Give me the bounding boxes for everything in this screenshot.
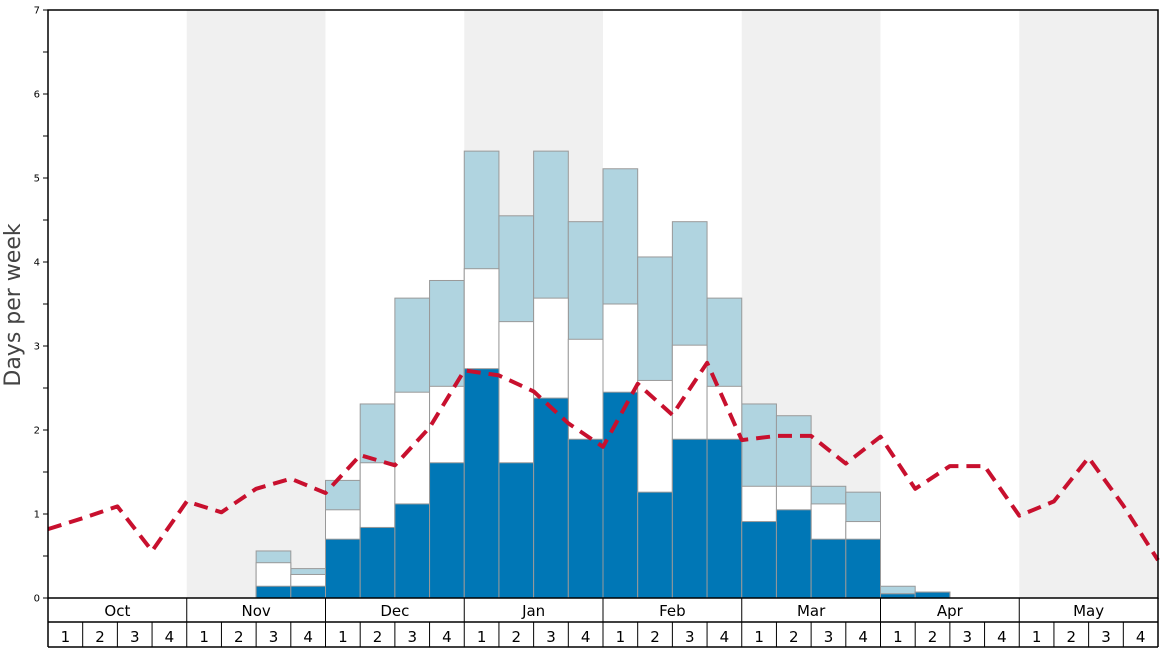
week-label: 1: [1032, 628, 1042, 646]
week-label: 3: [130, 628, 140, 646]
week-label: 4: [858, 628, 868, 646]
month-label: Oct: [104, 602, 130, 620]
week-label: 4: [442, 628, 452, 646]
bar-dark: [810, 538, 847, 599]
week-label: 1: [754, 628, 764, 646]
y-tick-label: 5: [34, 174, 40, 185]
week-label: 2: [512, 628, 522, 646]
week-label: 4: [581, 628, 591, 646]
week-label: 1: [338, 628, 348, 646]
week-label: 2: [1067, 628, 1077, 646]
y-tick-label: 3: [34, 342, 40, 353]
y-tick-label: 1: [34, 510, 40, 521]
y-tick-label: 4: [34, 258, 40, 269]
week-label: 3: [824, 628, 834, 646]
bar-dark: [394, 503, 431, 599]
week-label: 1: [477, 628, 487, 646]
bar-dark: [498, 462, 535, 599]
week-label: 1: [61, 628, 71, 646]
week-label: 3: [685, 628, 695, 646]
bar-dark: [775, 509, 812, 599]
month-label: May: [1073, 602, 1104, 620]
month-band: [1019, 10, 1158, 598]
y-axis-label: Days per week: [1, 223, 26, 386]
bar-dark: [602, 391, 639, 599]
month-label: Nov: [241, 602, 270, 620]
week-label: 4: [720, 628, 730, 646]
month-band: [186, 10, 326, 598]
week-label: 3: [1101, 628, 1111, 646]
bar-dark: [845, 538, 881, 599]
week-label: 2: [928, 628, 938, 646]
week-label: 2: [95, 628, 105, 646]
bar-dark: [914, 591, 951, 599]
bar-dark: [706, 438, 743, 599]
bar-dark: [533, 397, 569, 599]
week-label: 4: [165, 628, 175, 646]
month-label: Mar: [797, 602, 826, 620]
month-label: Jan: [521, 602, 545, 620]
week-label: 4: [303, 628, 313, 646]
dashed-series-line: [47, 360, 1160, 562]
week-label: 1: [616, 628, 626, 646]
week-label: 2: [789, 628, 799, 646]
y-tick-label: 0: [34, 594, 40, 605]
month-label: Feb: [659, 602, 686, 620]
week-label: 2: [650, 628, 660, 646]
bars: [255, 150, 951, 599]
bar-dark: [567, 438, 604, 599]
week-label: 2: [234, 628, 244, 646]
y-tick-label: 7: [34, 6, 40, 17]
bar-dark: [255, 585, 292, 599]
week-label: 3: [407, 628, 417, 646]
bar-dark: [671, 438, 708, 599]
month-label: Dec: [380, 602, 409, 620]
week-label: 4: [997, 628, 1007, 646]
y-tick-label: 2: [34, 426, 40, 437]
week-label: 3: [962, 628, 972, 646]
month-label: Apr: [937, 602, 964, 620]
week-label: 3: [269, 628, 279, 646]
bar-dark: [429, 462, 465, 599]
week-label: 3: [546, 628, 556, 646]
week-label: 1: [199, 628, 209, 646]
bar-dark: [463, 368, 500, 599]
week-label: 1: [893, 628, 903, 646]
bar-dark: [325, 538, 361, 599]
x-axis: Oct 1 2 3 4 Nov 1 2 3 4 Dec 1 2 3 4 Jan 1 2 3 4 Feb 1 2 3 4 Mar 1 2…: [47, 598, 1159, 648]
y-tick-label: 6: [34, 90, 40, 101]
y-axis: 0 1 2 3 4 5 6 7: [34, 6, 48, 605]
series-line: [47, 360, 1160, 562]
week-label: 4: [1136, 628, 1146, 646]
bar-dark: [359, 526, 396, 599]
bar-dark: [637, 491, 673, 599]
bar-dark: [290, 585, 326, 599]
bar-dark: [741, 521, 777, 599]
week-label: 2: [373, 628, 383, 646]
